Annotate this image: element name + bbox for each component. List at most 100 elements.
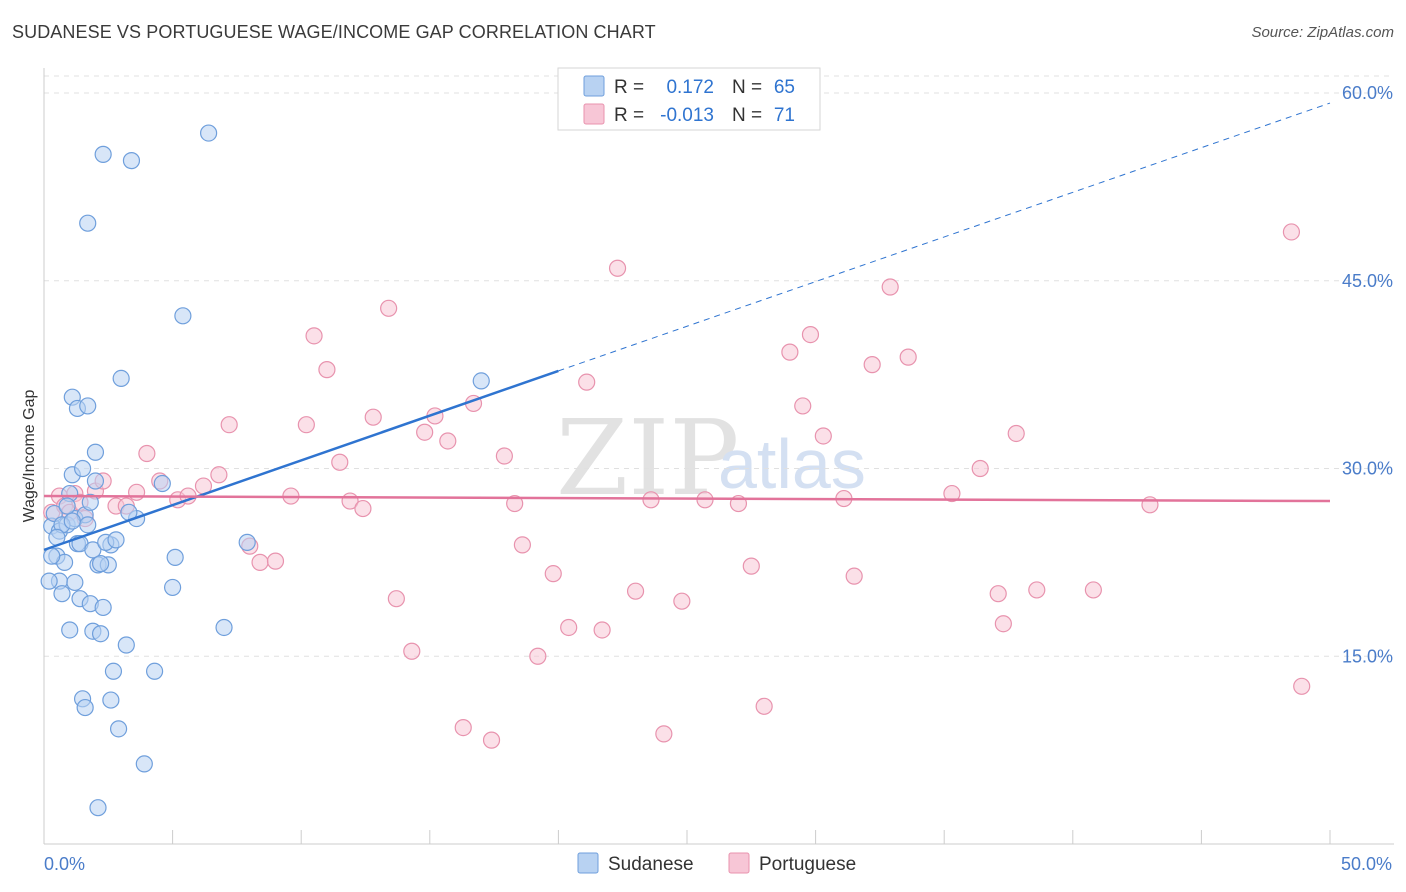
portuguese-point <box>578 373 596 391</box>
sudanese-point <box>112 369 130 387</box>
sudanese-point <box>63 512 81 530</box>
gridlines <box>44 75 1394 657</box>
sudanese-point <box>174 307 192 325</box>
portuguese-point <box>943 484 961 503</box>
portuguese-point <box>210 466 228 484</box>
legend-portuguese-r-label: R = <box>614 105 644 126</box>
portuguese-point <box>495 447 513 465</box>
portuguese-point <box>506 494 524 513</box>
sudanese-point <box>94 598 112 617</box>
y-axis-label: Wage/Income Gap <box>21 390 38 523</box>
portuguese-point <box>1282 223 1301 241</box>
portuguese-point <box>755 697 773 715</box>
sudanese-point <box>166 548 184 566</box>
legend-swatch-portuguese <box>583 103 605 125</box>
portuguese-point <box>642 491 660 509</box>
bottom-legend-swatch-portuguese <box>728 852 750 874</box>
legend-portuguese-n-label: N = <box>732 105 762 126</box>
portuguese-point <box>251 553 269 571</box>
y-tick-label: 30.0% <box>1342 459 1393 479</box>
portuguese-points <box>43 223 1311 749</box>
sudanese-point <box>215 618 233 637</box>
bottom-legend-swatch-sudanese <box>577 852 599 874</box>
portuguese-point <box>305 327 323 345</box>
portuguese-point <box>1084 581 1102 599</box>
sudanese-point <box>91 625 110 643</box>
sudanese-point <box>109 720 128 738</box>
portuguese-point <box>989 585 1007 603</box>
portuguese-point <box>403 642 421 660</box>
portuguese-point <box>781 343 799 361</box>
sudanese-point <box>61 621 79 639</box>
portuguese-point <box>454 718 472 737</box>
portuguese-point <box>560 618 578 637</box>
legend-swatch-sudanese <box>583 75 605 97</box>
y-tick-label: 60.0% <box>1342 83 1393 103</box>
legend-sudanese-n-value: 65 <box>774 77 795 98</box>
portuguese-point <box>318 361 336 379</box>
sudanese-point <box>135 755 153 773</box>
sudanese-point <box>76 698 94 717</box>
portuguese-point <box>482 731 501 749</box>
portuguese-point <box>416 423 434 441</box>
sudanese-point <box>43 547 61 565</box>
portuguese-point <box>297 416 315 434</box>
portuguese-point <box>1028 581 1046 599</box>
sudanese-point <box>66 573 84 592</box>
source-label: Source: ZipAtlas.com <box>1251 24 1394 41</box>
sudanese-point <box>84 541 102 559</box>
portuguese-point <box>899 348 917 366</box>
sudanese-trend-line <box>43 369 559 552</box>
sudanese-point <box>238 533 256 551</box>
sudanese-point <box>79 397 97 415</box>
sudanese-point <box>40 572 58 590</box>
sudanese-point <box>91 555 110 573</box>
sudanese-point <box>104 662 123 680</box>
portuguese-point <box>220 416 238 434</box>
sudanese-point <box>89 799 107 817</box>
portuguese-point <box>994 615 1012 633</box>
portuguese-point <box>814 427 832 445</box>
watermark-atlas: atlas <box>718 425 866 503</box>
chart-title: SUDANESE VS PORTUGUESE WAGE/INCOME GAP C… <box>12 22 656 42</box>
sudanese-point <box>102 691 120 709</box>
legend-portuguese-r-value: -0.013 <box>660 105 714 126</box>
sudanese-point <box>81 493 99 511</box>
portuguese-point <box>655 725 673 743</box>
x-axis-ticks <box>172 830 1331 844</box>
sudanese-point <box>73 459 92 478</box>
sudanese-point <box>53 585 71 603</box>
sudanese-point <box>145 662 164 680</box>
trend-lines <box>43 102 1331 552</box>
legend-sudanese-r-value: 0.172 <box>666 77 714 98</box>
y-tick-labels: 15.0% 30.0% 45.0% 60.0% <box>1342 83 1393 666</box>
portuguese-point <box>742 557 760 575</box>
stats-legend: R = 0.172 N = 65 R = -0.013 N = 71 <box>557 67 821 131</box>
sudanese-point <box>472 372 490 390</box>
sudanese-point <box>86 472 105 490</box>
portuguese-point <box>1293 677 1311 695</box>
sudanese-point <box>58 497 76 515</box>
portuguese-point <box>387 590 405 608</box>
x-tick-label-max: 50.0% <box>1341 854 1392 874</box>
sudanese-point <box>79 214 97 232</box>
portuguese-point <box>513 536 531 554</box>
y-tick-label: 15.0% <box>1342 646 1393 666</box>
portuguese-point <box>1007 424 1025 443</box>
sudanese-points <box>40 124 490 817</box>
portuguese-point <box>593 621 611 639</box>
portuguese-point <box>364 408 382 426</box>
sudanese-point <box>94 145 112 163</box>
portuguese-point <box>794 397 812 415</box>
portuguese-point <box>673 592 691 610</box>
portuguese-point <box>529 647 547 665</box>
portuguese-point <box>439 432 457 450</box>
sudanese-point <box>164 578 182 597</box>
portuguese-point <box>380 299 398 317</box>
portuguese-point <box>845 567 863 585</box>
legend-portuguese-n-value: 71 <box>774 105 795 126</box>
bottom-legend-portuguese: Portuguese <box>759 854 856 875</box>
portuguese-point <box>127 483 146 501</box>
legend-sudanese-n-label: N = <box>732 77 762 98</box>
